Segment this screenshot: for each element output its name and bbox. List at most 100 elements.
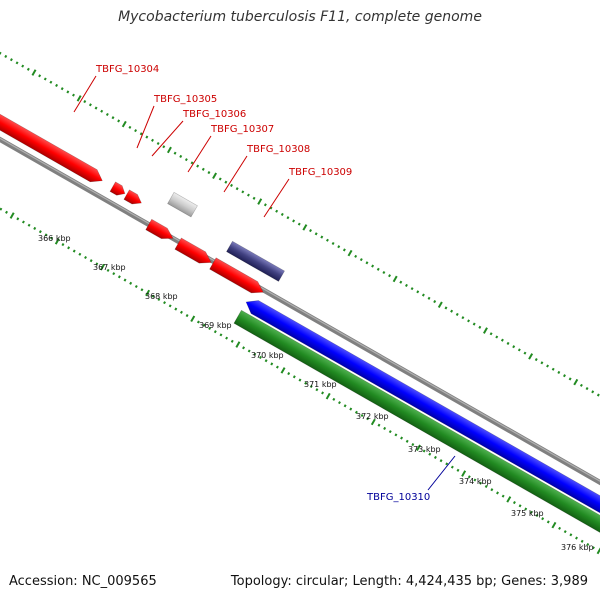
minor-tick [512, 501, 516, 505]
minor-tick [467, 319, 471, 323]
minor-tick [591, 546, 595, 550]
minor-tick [230, 339, 234, 343]
callout-line [263, 178, 290, 218]
minor-tick [427, 296, 431, 300]
minor-tick [354, 254, 358, 258]
minor-tick [558, 526, 562, 530]
minor-tick [100, 109, 104, 113]
rna-feature [233, 309, 600, 552]
minor-tick [106, 268, 110, 272]
minor-tick [44, 233, 48, 237]
minor-tick [416, 290, 420, 294]
minor-tick [55, 83, 59, 87]
minor-tick [50, 236, 54, 240]
minor-tick [286, 216, 290, 220]
gene-tbfg-10305-part-b [123, 189, 142, 205]
minor-tick [16, 217, 20, 221]
minor-tick [461, 316, 465, 320]
minor-tick [428, 452, 432, 456]
gene-tbfg-10305-part-a [109, 181, 126, 196]
gene-TBFG_10305-a [109, 181, 126, 196]
major-tick [145, 289, 151, 297]
gene-TBFG_10305-b [123, 189, 142, 205]
major-tick [461, 470, 467, 477]
minor-tick [541, 517, 545, 521]
minor-tick [472, 322, 476, 326]
gene-TBFG_10310 [245, 300, 600, 538]
minor-tick [495, 335, 499, 339]
genome-backbone [0, 136, 600, 486]
minor-tick [83, 100, 87, 104]
scale-label: 366 kbp [38, 234, 71, 243]
minor-tick [287, 372, 291, 376]
minor-tick [21, 64, 25, 68]
minor-tick [117, 119, 121, 123]
minor-tick [72, 93, 75, 97]
minor-tick [444, 306, 448, 310]
major-tick [54, 238, 60, 245]
scale-label: 369 kbp [199, 321, 232, 330]
gene-TBFG_10309 [226, 240, 285, 282]
minor-tick [478, 325, 482, 329]
major-tick [76, 95, 82, 102]
minor-tick [331, 241, 335, 246]
minor-tick [501, 494, 505, 498]
minor-tick [163, 301, 166, 305]
callout-line [427, 455, 456, 491]
minor-tick [325, 238, 329, 242]
genome-title: Mycobacterium tuberculosis F11, complete… [118, 9, 482, 25]
minor-tick [196, 320, 200, 324]
gene-label: TBFG_10306 [182, 109, 246, 120]
minor-tick [354, 410, 358, 414]
minor-tick [269, 206, 273, 210]
minor-tick [433, 455, 437, 459]
gene-TBFG_10308-a [174, 237, 212, 264]
minor-tick [523, 351, 527, 355]
major-tick [347, 249, 353, 257]
minor-tick [467, 475, 471, 479]
major-tick [9, 212, 15, 219]
minor-tick [292, 219, 296, 223]
major-tick [121, 120, 127, 128]
minor-tick [139, 132, 143, 136]
minor-tick [43, 77, 47, 81]
minor-tick [534, 358, 538, 362]
minor-tick [580, 539, 584, 543]
major-tick [166, 146, 172, 154]
scale-label: 370 kbp [251, 351, 284, 360]
inner-scale-ticks [0, 207, 600, 555]
minor-tick [524, 507, 528, 511]
scale-label: 374 kbp [459, 477, 492, 486]
minor-tick [410, 287, 414, 291]
minor-tick [315, 388, 319, 392]
callout-line [223, 155, 248, 193]
minor-tick [253, 352, 257, 356]
minor-tick [252, 196, 256, 200]
gene-tbfg-10308-part-b [209, 257, 264, 294]
minor-tick [208, 326, 212, 330]
minor-tick [230, 183, 233, 187]
major-tick [99, 263, 105, 271]
gene-features [0, 107, 600, 552]
major-tick [190, 315, 196, 323]
major-tick [280, 367, 286, 374]
minor-tick [0, 51, 2, 55]
minor-tick [591, 390, 595, 394]
backbone-line [0, 136, 600, 486]
minor-tick [359, 258, 363, 262]
minor-tick [512, 345, 516, 349]
scale-label: 367 kbp [93, 263, 126, 272]
minor-tick [309, 229, 312, 233]
minor-tick [263, 203, 267, 207]
minor-tick [112, 272, 116, 276]
scale-labels: 366 kbp 367 kbp 368 kbp 369 kbp 370 kbp 371 k… [38, 234, 594, 552]
major-tick [325, 392, 331, 400]
minor-tick [88, 103, 92, 107]
callout-line [73, 75, 97, 113]
minor-tick [129, 281, 133, 285]
minor-tick [540, 361, 544, 365]
minor-tick [242, 346, 246, 350]
minor-tick [117, 275, 121, 279]
minor-tick [151, 138, 154, 142]
minor-tick [365, 261, 369, 265]
